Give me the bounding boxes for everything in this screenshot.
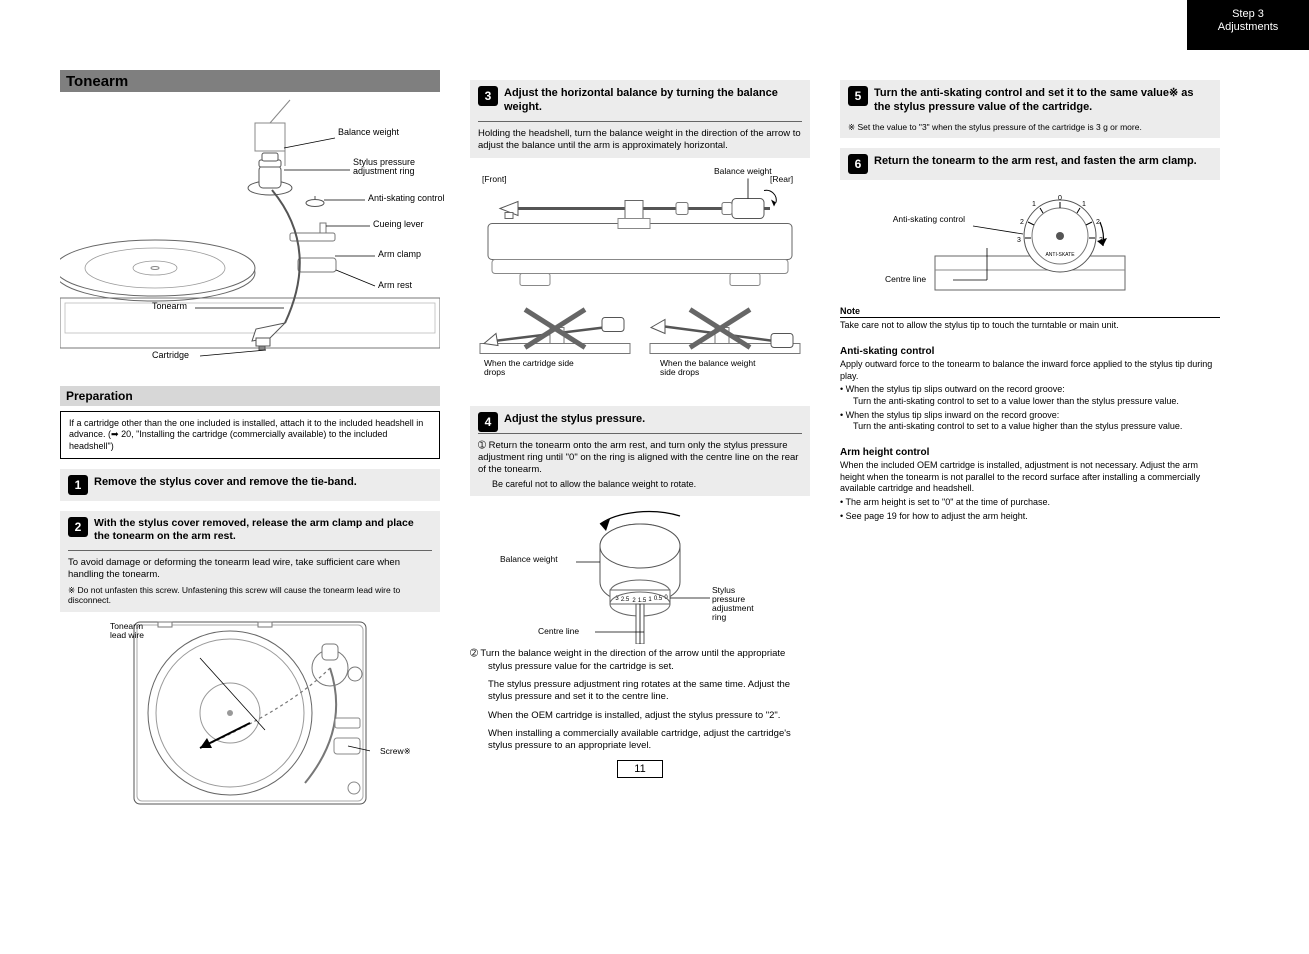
step-4-sub1: ➀ Return the tonearm onto the arm rest, … <box>478 440 802 477</box>
footnote-text: Do not unfasten this screw. Unfastening … <box>68 585 400 606</box>
page-number: 11 <box>617 760 662 778</box>
step-3: 3 Adjust the horizontal balance by turni… <box>470 80 810 158</box>
step-3-body: Holding the headshell, turn the balance … <box>478 128 802 153</box>
svg-text:ANTI-SKATE: ANTI-SKATE <box>1045 252 1075 258</box>
anti-skate-heading: Anti-skating control <box>840 346 1220 357</box>
fw-centre: Centre line <box>538 626 579 636</box>
svg-text:1.5: 1.5 <box>638 598 647 604</box>
prep-title: Preparation <box>60 386 440 406</box>
step-2-footnote: ※ Do not unfasten this screw. Unfastenin… <box>68 585 432 606</box>
step-5-foot-text: Set the value to "3" when the stylus pre… <box>858 122 1142 132</box>
label-tonearm: Tonearm <box>152 302 187 312</box>
svg-text:0: 0 <box>1058 195 1062 202</box>
step-1-num: 1 <box>68 475 88 495</box>
label-cuelever: Cueing lever <box>373 220 424 230</box>
turntable-top-figure <box>130 618 370 808</box>
fig-top-lead: Tonearmlead wire <box>110 622 144 640</box>
tonearm-figure: Balance weight Stylus pressureadjustment… <box>60 98 440 358</box>
step-3-text: Adjust the horizontal balance by turning… <box>478 86 802 115</box>
step-5-footmark: ※ <box>848 122 855 132</box>
tonearm-title: Tonearm <box>60 70 440 92</box>
tab-line2: Adjustments <box>1187 21 1309 34</box>
label-ring: Stylus pressureadjustment ring <box>353 158 415 177</box>
step-4-sub2d: When installing a commercially available… <box>470 728 810 753</box>
step-6-num: 6 <box>848 154 868 174</box>
dial-label: Anti-skating control <box>865 214 965 224</box>
svg-text:2: 2 <box>1020 219 1024 226</box>
cross-left-cap: When the cartridge sidedrops <box>484 359 574 377</box>
step-4-text: Adjust the stylus pressure. <box>478 412 802 426</box>
prep-box: If a cartridge other than the one includ… <box>60 411 440 459</box>
label-armclamp: Arm clamp <box>378 250 421 260</box>
step-6-text: Return the tonearm to the arm rest, and … <box>848 154 1212 168</box>
arm-height-heading: Arm height control <box>840 447 1220 458</box>
note-heading: Note <box>840 306 1220 318</box>
cross-right-cap: When the balance weightside drops <box>660 359 755 377</box>
footnote-mark: ※ <box>68 585 75 595</box>
anti-bullet-1: • When the stylus tip slips outward on t… <box>840 384 1220 407</box>
tab-line1: Step 3 <box>1187 8 1309 21</box>
step-4-sub2c: When the OEM cartridge is installed, adj… <box>470 710 810 722</box>
label-cartridge: Cartridge <box>152 351 189 361</box>
step-2-body: To avoid damage or deforming the tonearm… <box>68 557 432 582</box>
arm-bullet-1: • The arm height is set to "0" at the ti… <box>840 497 1220 509</box>
step-4-num: 4 <box>478 412 498 432</box>
label-antiskate: Anti-skating control <box>368 194 445 204</box>
svg-text:1: 1 <box>1032 201 1036 208</box>
step-1-text: Remove the stylus cover and remove the t… <box>68 475 432 489</box>
balance-weight-figure: 32.52 1.510.50 Balance weight Stylus pre… <box>540 504 740 644</box>
step-5-footnote: ※ Set the value to "3" when the stylus p… <box>848 118 1212 133</box>
antiskate-dial-figure: 0 1 1 2 2 3 3 ANTI-SKATE Anti-skating co… <box>925 186 1135 296</box>
step-2-num: 2 <box>68 517 88 537</box>
side-tab: Step 3 Adjustments <box>1187 0 1309 50</box>
step-4-sub2a: ➁ Turn the balance weight in the directi… <box>470 648 810 673</box>
dial-centre: Centre line <box>885 274 926 284</box>
step-1: 1 Remove the stylus cover and remove the… <box>60 469 440 501</box>
step-6: 6 Return the tonearm to the arm rest, an… <box>840 148 1220 180</box>
side-rear: [Rear] <box>770 174 793 184</box>
step-4: 4 Adjust the stylus pressure. ➀ Return t… <box>470 406 810 496</box>
step-3-num: 3 <box>478 86 498 106</box>
arm-bullet-2: • See page 19 for how to adjust the arm … <box>840 511 1220 523</box>
svg-text:3: 3 <box>1017 237 1021 244</box>
step-2-text: With the stylus cover removed, release t… <box>68 517 432 544</box>
side-weight: Balance weight <box>714 166 772 176</box>
anti-bullet-2: • When the stylus tip slips inward on th… <box>840 410 1220 433</box>
step-4-sub1-note: Be careful not to allow the balance weig… <box>478 479 802 491</box>
svg-text:2.5: 2.5 <box>621 597 630 603</box>
step-5-num: 5 <box>848 86 868 106</box>
fig-top-screw: Screw※ <box>380 746 411 757</box>
side-front: [Front] <box>482 174 507 184</box>
anti-skate-p1: Apply outward force to the tonearm to ba… <box>840 359 1220 382</box>
svg-text:0.5: 0.5 <box>654 596 663 602</box>
fw-weight: Balance weight <box>500 554 558 564</box>
step-5: 5 Turn the anti-skating control and set … <box>840 80 1220 138</box>
step-2: 2 With the stylus cover removed, release… <box>60 511 440 612</box>
note-body: Take care not to allow the stylus tip to… <box>840 320 1220 332</box>
label-weight: Balance weight <box>338 128 399 138</box>
svg-text:1: 1 <box>1082 201 1086 208</box>
svg-text:2: 2 <box>1096 219 1100 226</box>
label-armrest: Arm rest <box>378 281 412 291</box>
side-balance-figure: [Front] [Rear] Balance weight When the c… <box>470 166 810 376</box>
step-5-text: Turn the anti-skating control and set it… <box>848 86 1212 115</box>
step-4-sub2b: The stylus pressure adjustment ring rota… <box>470 679 810 704</box>
fw-ring: Stylus pressureadjustment ring <box>712 586 754 622</box>
arm-height-p1: When the included OEM cartridge is insta… <box>840 460 1220 495</box>
